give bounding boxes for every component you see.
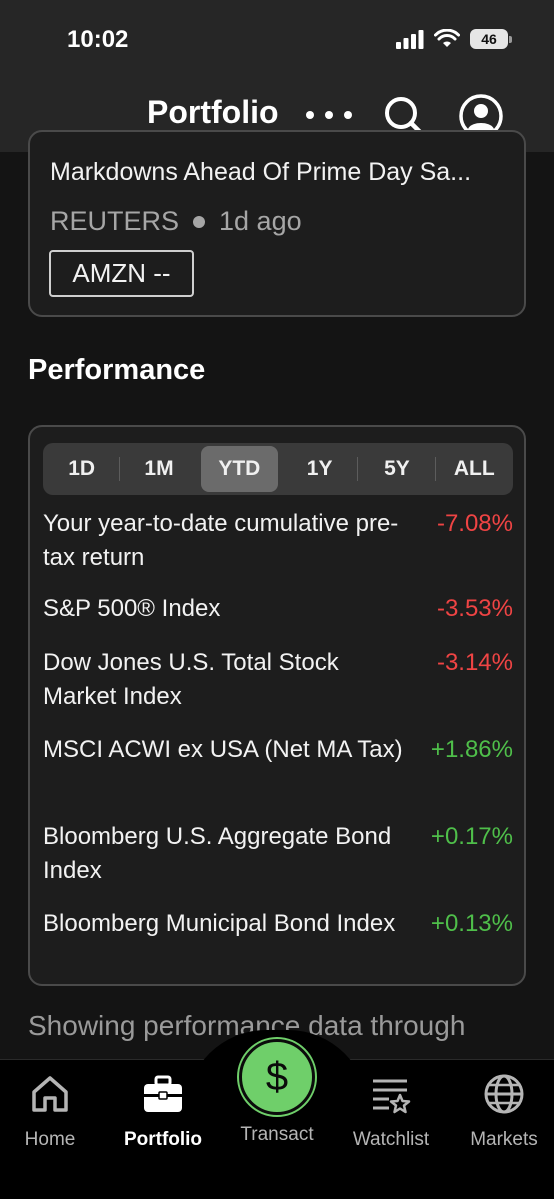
performance-label: MSCI ACWI ex USA (Net MA Tax)	[43, 736, 403, 763]
status-icons: 46	[396, 29, 512, 49]
news-age: 1d ago	[219, 206, 302, 236]
news-meta: REUTERS 1d ago	[50, 206, 302, 237]
signal-icon	[396, 30, 424, 49]
performance-card: 1D 1M YTD 1Y 5Y ALL Your year-to-date cu…	[28, 425, 526, 986]
tab-portfolio-label: Portfolio	[123, 1129, 203, 1150]
performance-value: -3.53%	[436, 595, 513, 622]
status-time: 10:02	[67, 26, 129, 53]
watchlist-icon	[373, 1079, 411, 1114]
page-title: Portfolio	[147, 94, 279, 130]
period-tab-all[interactable]: ALL	[453, 457, 495, 480]
transact-button[interactable]: $	[239, 1039, 315, 1115]
performance-value: +0.13%	[430, 910, 513, 937]
tab-portfolio[interactable]: Portfolio	[108, 1072, 218, 1151]
news-headline[interactable]: Markdowns Ahead Of Prime Day Sa...	[50, 158, 472, 186]
globe-icon	[484, 1074, 524, 1114]
performance-value: +0.17%	[430, 823, 513, 850]
separator-dot	[193, 215, 206, 228]
home-icon	[32, 1076, 68, 1112]
tab-markets[interactable]: Markets	[449, 1072, 554, 1151]
performance-row: Bloomberg U.S. Aggregate Bond Index +0.1…	[43, 820, 513, 888]
period-tab-1y[interactable]: 1Y	[281, 446, 359, 492]
tab-home[interactable]: Home	[0, 1072, 105, 1151]
performance-label: S&P 500® Index	[43, 595, 221, 622]
performance-label: Dow Jones U.S. Total Stock Market Index	[43, 649, 339, 710]
news-source: REUTERS	[50, 206, 180, 236]
period-selector: 1D 1M YTD 1Y 5Y ALL	[43, 443, 513, 495]
wifi-icon	[434, 29, 460, 47]
period-tab-1d[interactable]: 1D	[43, 446, 121, 492]
tab-transact[interactable]: Transact	[222, 1124, 332, 1146]
dot-icon	[306, 111, 314, 119]
news-card[interactable]: Markdowns Ahead Of Prime Day Sa... REUTE…	[28, 130, 526, 317]
performance-row: Your year-to-date cumulative pre-tax ret…	[43, 507, 513, 575]
dot-icon	[325, 111, 333, 119]
performance-label: Bloomberg Municipal Bond Index	[43, 910, 396, 937]
tab-home-label: Home	[24, 1129, 76, 1150]
period-tab-1m[interactable]: 1M	[144, 457, 174, 480]
tab-markets-label: Markets	[470, 1129, 538, 1150]
performance-row: Dow Jones U.S. Total Stock Market Index …	[43, 646, 513, 714]
performance-label: Your year-to-date cumulative pre-tax ret…	[43, 510, 399, 571]
dot-icon	[344, 111, 352, 119]
performance-title: Performance	[28, 354, 206, 386]
tab-transact-label: Transact	[240, 1124, 314, 1145]
performance-value: +1.86%	[430, 736, 513, 763]
tab-watchlist[interactable]: Watchlist	[336, 1072, 446, 1151]
performance-row: MSCI ACWI ex USA (Net MA Tax) +1.86%	[43, 733, 513, 767]
period-tab-ytd[interactable]: YTD	[200, 446, 278, 492]
performance-row: Bloomberg Municipal Bond Index +0.13%	[43, 907, 513, 941]
status-bar: 10:02 46	[0, 0, 554, 80]
performance-row: S&P 500® Index -3.53%	[43, 592, 513, 626]
period-tab-5y[interactable]: 5Y	[358, 446, 436, 492]
battery-icon: 46	[470, 29, 512, 49]
performance-value: -3.14%	[436, 649, 513, 676]
ticker-chip[interactable]: AMZN --	[49, 250, 194, 297]
briefcase-icon	[144, 1075, 182, 1112]
tab-watchlist-label: Watchlist	[352, 1129, 430, 1150]
performance-label: Bloomberg U.S. Aggregate Bond Index	[43, 823, 392, 884]
more-options-button[interactable]	[306, 97, 352, 133]
performance-value: -7.08%	[436, 510, 513, 537]
dollar-icon: $	[265, 1054, 289, 1099]
